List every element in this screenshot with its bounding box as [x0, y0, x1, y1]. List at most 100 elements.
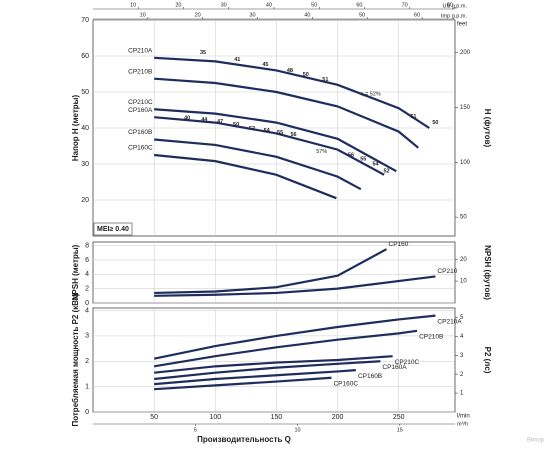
y-tick-label: 70: [81, 17, 89, 24]
efficiency-label: 54: [372, 161, 379, 167]
series-label: CP210A: [128, 48, 153, 55]
x-tick-label: 50: [150, 414, 158, 421]
y2-tick-label: 4: [460, 334, 464, 340]
y2-axis-title: H (футов): [483, 109, 492, 148]
y-axis-title: Напор H (метры): [71, 95, 80, 162]
efficiency-label: 45: [262, 62, 268, 68]
efficiency-label: 56: [348, 152, 354, 158]
series-label: CP210: [437, 268, 457, 275]
y2-tick-label: 50: [460, 215, 467, 221]
y-tick-label: 4: [85, 307, 89, 314]
efficiency-label: 51: [322, 77, 328, 83]
y2-tick-label: 10: [460, 279, 467, 285]
efficiency-label: 50: [303, 72, 309, 78]
curve: [154, 108, 397, 173]
y-tick-label: 40: [81, 125, 89, 132]
y2-tick-label: 5: [460, 315, 464, 321]
series-label: CP160B: [128, 129, 152, 136]
curve: [153, 314, 436, 360]
top-tick-label: 10: [130, 2, 136, 8]
bottom-tick-label: 10: [294, 427, 300, 433]
series-label: CP160A: [128, 107, 153, 114]
efficiency-label: 50: [233, 122, 239, 128]
y-tick-label: 1: [85, 383, 89, 390]
y-tick-label: 50: [81, 89, 89, 96]
series-label: CP160B: [358, 373, 382, 380]
top-axis-unit: US g.p.m.: [443, 3, 468, 9]
series-label: CP160C: [128, 145, 153, 152]
y2-axis-title: P2 (лс): [483, 347, 492, 374]
y2-tick-label: 100: [460, 160, 471, 166]
y-tick-label: 8: [85, 242, 89, 249]
top-tick-label: 20: [175, 2, 181, 8]
y-tick-label: 30: [81, 161, 89, 168]
top-tick-label: 70: [402, 2, 408, 8]
top-axis-unit: Imp g.p.m.: [441, 13, 467, 19]
y2-unit: feet: [457, 22, 467, 28]
top-tick-label: 30: [249, 12, 255, 18]
curve: [154, 275, 436, 297]
annotation: η = 52%: [360, 92, 380, 98]
efficiency-label: 48: [287, 68, 293, 74]
x-tick-label: 250: [393, 414, 405, 421]
efficiency-label: 54: [264, 128, 271, 134]
y-tick-label: 4: [85, 271, 89, 278]
curve: [153, 329, 418, 368]
series-label: CP210B: [419, 334, 443, 341]
y-tick-label: 2: [85, 285, 89, 292]
efficiency-label: 55: [277, 130, 283, 136]
y2-axis-title: NPSH (футов): [483, 245, 492, 300]
badge-box: [93, 222, 133, 236]
y-tick-label: 20: [81, 197, 89, 204]
top-tick-label: 60: [414, 12, 420, 18]
y2-tick-label: 20: [460, 257, 467, 263]
annotation: 57%: [316, 149, 327, 155]
efficiency-label: 47: [217, 119, 223, 125]
series-label: CP210B: [128, 68, 152, 75]
y-tick-label: 3: [85, 333, 89, 340]
y-tick-label: 0: [85, 409, 89, 416]
y-tick-label: 0: [85, 300, 89, 307]
efficiency-label: 56: [291, 132, 297, 138]
curve: [154, 77, 420, 149]
y2-tick-label: 1: [460, 391, 464, 397]
bottom-tick-label: 5: [194, 427, 197, 433]
y-tick-label: 2: [85, 358, 89, 365]
y-axis-title: NPSH (метры): [71, 244, 80, 300]
top-tick-label: 30: [221, 2, 227, 8]
efficiency-label: 52: [383, 169, 389, 175]
y2-tick-label: 200: [460, 50, 471, 56]
top-tick-label: 20: [195, 12, 201, 18]
y2-tick-label: 3: [460, 353, 464, 359]
series-label: CP160C: [333, 380, 358, 387]
efficiency-label: 55: [360, 156, 366, 162]
curve: [154, 56, 430, 129]
efficiency-label: 50: [432, 120, 438, 126]
y-tick-label: 6: [85, 257, 89, 264]
curve: [154, 360, 381, 381]
curve: [154, 355, 393, 374]
y-axis-title: Потребляемая мощность P2 (кВт): [71, 293, 80, 426]
x-tick-label: 100: [209, 414, 221, 421]
x-tick-label: 200: [332, 414, 344, 421]
curve: [154, 138, 362, 191]
y2-tick-label: 150: [460, 105, 471, 111]
series-label: CP210C: [128, 99, 153, 106]
series-label: CP210C: [395, 359, 420, 366]
bottom-axis-unit: m³/h: [457, 421, 468, 427]
series-label: CP160: [389, 241, 409, 248]
x-tick-label: 150: [271, 414, 283, 421]
efficiency-label: 41: [234, 57, 240, 63]
curve: [154, 248, 388, 295]
bottom-tick-label: 15: [397, 427, 403, 433]
efficiency-label: 35: [200, 50, 206, 56]
efficiency-label: 44: [201, 117, 208, 123]
curve: [154, 153, 337, 200]
efficiency-label: 51: [410, 114, 416, 120]
top-tick-label: 40: [304, 12, 310, 18]
watermark: Вихор: [527, 438, 545, 444]
top-tick-label: 80: [447, 2, 453, 8]
efficiency-label: 52: [249, 126, 255, 132]
top-tick-label: 60: [356, 2, 362, 8]
